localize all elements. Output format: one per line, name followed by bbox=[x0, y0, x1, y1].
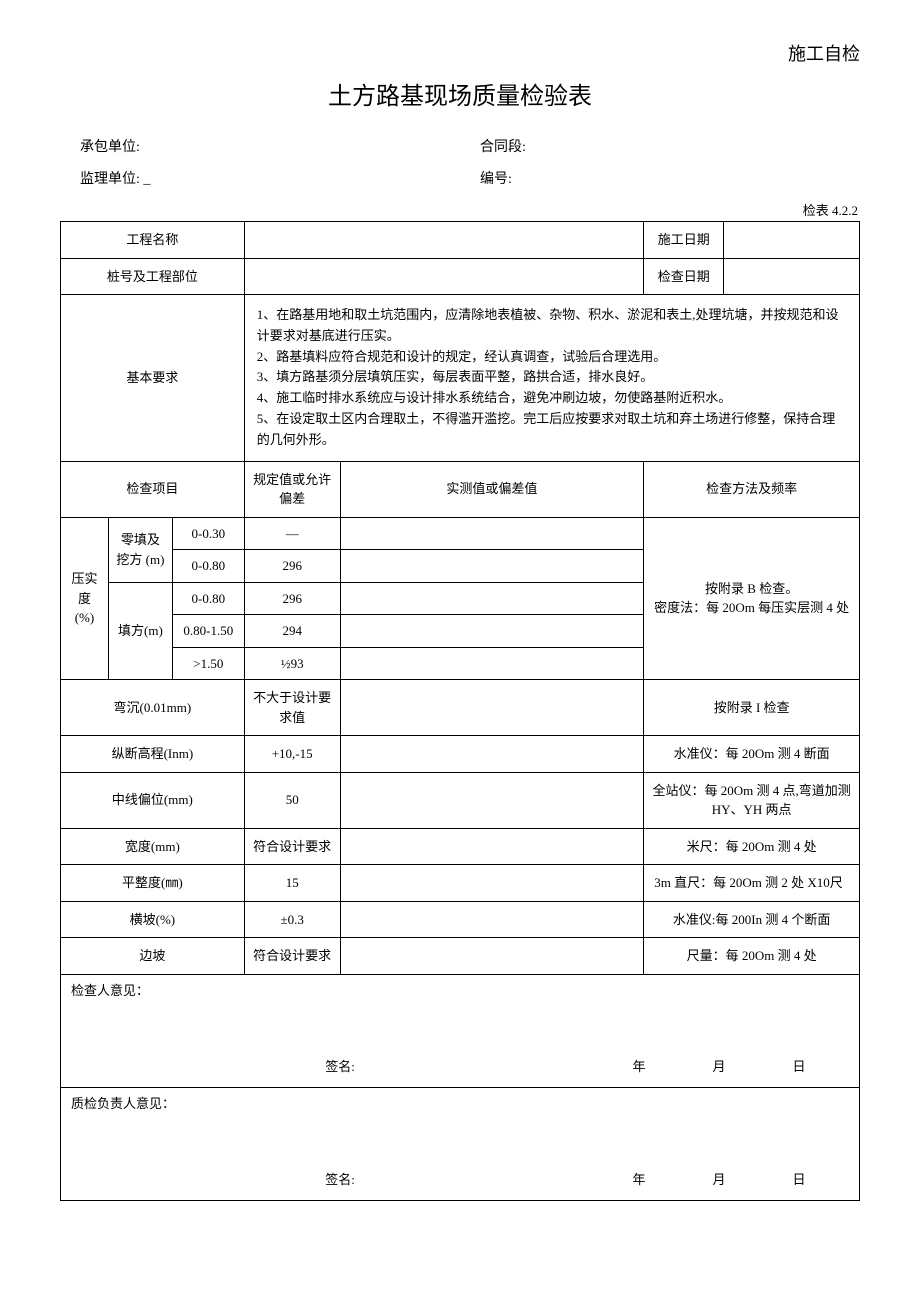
comp-range-3: 0.80-1.50 bbox=[172, 615, 244, 648]
item-method-1: 水准仪：每 20Om 测 4 断面 bbox=[644, 736, 860, 773]
item-method-6: 尺量：每 20Om 测 4 处 bbox=[644, 938, 860, 975]
meta-row-1: 承包单位: 合同段: bbox=[60, 136, 860, 156]
day-1: 日 bbox=[792, 1057, 805, 1077]
item-row-0: 弯沉(0.01mm) 不大于设计要求值 按附录 I 检查 bbox=[61, 680, 860, 736]
fill-label: 填方(m) bbox=[108, 582, 172, 680]
compaction-row-0: 压实度 (%) 零填及挖方 (m) 0-0.30 — 按附录 B 检查。密度法：… bbox=[61, 517, 860, 550]
compaction-label: 压实度 (%) bbox=[61, 517, 109, 680]
item-meas-3 bbox=[340, 828, 644, 865]
basic-req-row: 基本要求 1、在路基用地和取土坑范围内，应清除地表植被、杂物、积水、淤泥和表土,… bbox=[61, 295, 860, 462]
inspector-label: 检查人意见： bbox=[71, 983, 149, 998]
item-row-6: 边坡 符合设计要求 尺量：每 20Om 测 4 处 bbox=[61, 938, 860, 975]
day-2: 日 bbox=[792, 1170, 805, 1190]
stake-label: 桩号及工程部位 bbox=[61, 258, 245, 295]
item-spec-4: 15 bbox=[244, 865, 340, 902]
item-row-4: 平整度(㎜) 15 3m 直尺：每 20Om 测 2 处 X10尺 bbox=[61, 865, 860, 902]
check-date-label: 检查日期 bbox=[644, 258, 724, 295]
inspector-row: 检查人意见： 签名: 年 月 日 bbox=[61, 974, 860, 1087]
comp-meas-1 bbox=[340, 550, 644, 583]
item-meas-1 bbox=[340, 736, 644, 773]
qc-cell: 质检负责人意见： 签名: 年 月 日 bbox=[61, 1087, 860, 1200]
comp-meas-0 bbox=[340, 517, 644, 550]
inspector-sig-line: 签名: 年 月 日 bbox=[61, 1057, 859, 1077]
comp-range-4: >1.50 bbox=[172, 647, 244, 680]
item-name-3: 宽度(mm) bbox=[61, 828, 245, 865]
compaction-method: 按附录 B 检查。密度法：每 20Om 每压实层测 4 处 bbox=[644, 517, 860, 680]
month-2: 月 bbox=[712, 1170, 725, 1190]
basic-req-text: 1、在路基用地和取土坑范围内，应清除地表植被、杂物、积水、淤泥和表土,处理坑塘，… bbox=[244, 295, 859, 462]
table-reference: 检表 4.2.2 bbox=[60, 200, 860, 219]
item-name-0: 弯沉(0.01mm) bbox=[61, 680, 245, 736]
stake-value bbox=[244, 258, 644, 295]
item-spec-1: +10,-15 bbox=[244, 736, 340, 773]
item-name-4: 平整度(㎜) bbox=[61, 865, 245, 902]
year-2: 年 bbox=[632, 1170, 645, 1190]
comp-meas-2 bbox=[340, 582, 644, 615]
contractor-label: 承包单位: bbox=[60, 136, 460, 156]
info-row-1: 工程名称 施工日期 bbox=[61, 222, 860, 259]
hdr-method: 检查方法及频率 bbox=[644, 461, 860, 517]
item-row-2: 中线偏位(mm) 50 全站仪：每 20Om 测 4 点,弯道加测 HY、YH … bbox=[61, 772, 860, 828]
comp-meas-4 bbox=[340, 647, 644, 680]
year-1: 年 bbox=[632, 1057, 645, 1077]
header-row: 检查项目 规定值或允许偏差 实测值或偏差值 检查方法及频率 bbox=[61, 461, 860, 517]
check-date-value bbox=[724, 258, 860, 295]
header-tag: 施工自检 bbox=[60, 40, 860, 66]
qc-label: 质检负责人意见： bbox=[71, 1096, 175, 1111]
number-label: 编号: bbox=[460, 168, 860, 188]
comp-meas-3 bbox=[340, 615, 644, 648]
zero-fill-label: 零填及挖方 (m) bbox=[108, 517, 172, 582]
comp-spec-4: ½93 bbox=[244, 647, 340, 680]
construction-date-label: 施工日期 bbox=[644, 222, 724, 259]
item-name-2: 中线偏位(mm) bbox=[61, 772, 245, 828]
item-spec-3: 符合设计要求 bbox=[244, 828, 340, 865]
item-method-2: 全站仪：每 20Om 测 4 点,弯道加测 HY、YH 两点 bbox=[644, 772, 860, 828]
sign-label-1: 签名: bbox=[325, 1059, 355, 1074]
sign-label-2: 签名: bbox=[325, 1172, 355, 1187]
item-name-5: 横坡(%) bbox=[61, 901, 245, 938]
comp-spec-2: 296 bbox=[244, 582, 340, 615]
item-meas-4 bbox=[340, 865, 644, 902]
item-spec-0: 不大于设计要求值 bbox=[244, 680, 340, 736]
item-meas-2 bbox=[340, 772, 644, 828]
month-1: 月 bbox=[712, 1057, 725, 1077]
comp-spec-3: 294 bbox=[244, 615, 340, 648]
comp-range-1: 0-0.80 bbox=[172, 550, 244, 583]
inspection-table: 工程名称 施工日期 桩号及工程部位 检查日期 基本要求 1、在路基用地和取土坑范… bbox=[60, 221, 860, 1201]
item-method-3: 米尺：每 20Om 测 4 处 bbox=[644, 828, 860, 865]
meta-row-2: 监理单位: _ 编号: bbox=[60, 168, 860, 188]
project-name-value bbox=[244, 222, 644, 259]
section-label: 合同段: bbox=[460, 136, 860, 156]
hdr-measured: 实测值或偏差值 bbox=[340, 461, 644, 517]
item-spec-2: 50 bbox=[244, 772, 340, 828]
item-row-5: 横坡(%) ±0.3 水准仪:每 200In 测 4 个断面 bbox=[61, 901, 860, 938]
hdr-spec: 规定值或允许偏差 bbox=[244, 461, 340, 517]
page-title: 土方路基现场质量检验表 bbox=[60, 76, 860, 111]
supervisor-label: 监理单位: _ bbox=[60, 168, 460, 188]
comp-range-0: 0-0.30 bbox=[172, 517, 244, 550]
project-name-label: 工程名称 bbox=[61, 222, 245, 259]
item-meas-6 bbox=[340, 938, 644, 975]
comp-range-2: 0-0.80 bbox=[172, 582, 244, 615]
item-method-5: 水准仪:每 200In 测 4 个断面 bbox=[644, 901, 860, 938]
construction-date-value bbox=[724, 222, 860, 259]
inspector-cell: 检查人意见： 签名: 年 月 日 bbox=[61, 974, 860, 1087]
item-meas-0 bbox=[340, 680, 644, 736]
comp-spec-0: — bbox=[244, 517, 340, 550]
item-spec-6: 符合设计要求 bbox=[244, 938, 340, 975]
comp-spec-1: 296 bbox=[244, 550, 340, 583]
item-row-1: 纵断高程(Inm) +10,-15 水准仪：每 20Om 测 4 断面 bbox=[61, 736, 860, 773]
item-row-3: 宽度(mm) 符合设计要求 米尺：每 20Om 测 4 处 bbox=[61, 828, 860, 865]
item-method-0: 按附录 I 检查 bbox=[644, 680, 860, 736]
qc-sig-line: 签名: 年 月 日 bbox=[61, 1170, 859, 1190]
hdr-check-item: 检查项目 bbox=[61, 461, 245, 517]
info-row-2: 桩号及工程部位 检查日期 bbox=[61, 258, 860, 295]
item-name-6: 边坡 bbox=[61, 938, 245, 975]
item-meas-5 bbox=[340, 901, 644, 938]
item-method-4: 3m 直尺：每 20Om 测 2 处 X10尺 bbox=[644, 865, 860, 902]
qc-row: 质检负责人意见： 签名: 年 月 日 bbox=[61, 1087, 860, 1200]
item-name-1: 纵断高程(Inm) bbox=[61, 736, 245, 773]
item-spec-5: ±0.3 bbox=[244, 901, 340, 938]
basic-req-label: 基本要求 bbox=[61, 295, 245, 462]
